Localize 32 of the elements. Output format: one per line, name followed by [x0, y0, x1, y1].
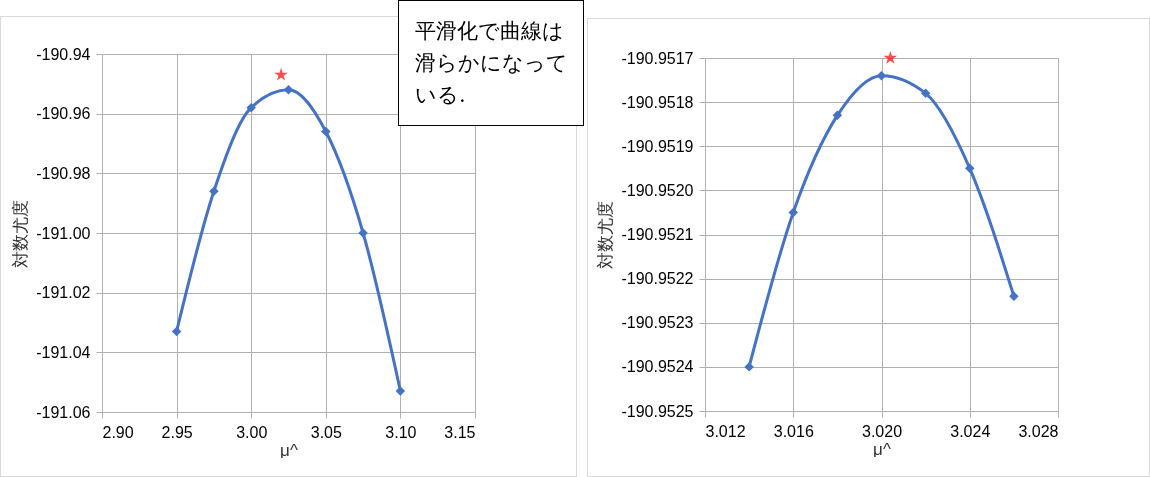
y-tick-label: -190.94	[36, 45, 91, 63]
y-tick-label: -190.9521	[621, 226, 694, 243]
x-tick-label: 3.012	[705, 422, 746, 440]
y-axis-title: 対数尤度	[596, 201, 616, 269]
x-tick-label: 3.15	[444, 423, 476, 441]
x-tick-label: 3.028	[1018, 422, 1059, 440]
y-tick-label: -190.9517	[621, 49, 694, 67]
y-axis-title: 対数尤度	[11, 199, 31, 268]
y-tick-label: -190.98	[36, 164, 91, 182]
x-axis-title: μ^	[873, 439, 891, 459]
x-tick-label: 3.05	[310, 423, 342, 441]
x-tick-label: 3.016	[773, 422, 814, 440]
y-tick-label: -190.9518	[621, 93, 694, 111]
x-tick-label: 3.00	[236, 423, 268, 441]
y-tick-label: -190.9520	[621, 181, 694, 199]
y-tick-label: -190.96	[36, 105, 91, 123]
annotation: 平滑化で曲線は滑らかになっている.	[398, 0, 584, 126]
x-tick-label: 3.020	[861, 422, 903, 440]
x-tick-label: 3.10	[385, 423, 417, 441]
y-tick-label: -191.00	[36, 224, 91, 242]
y-tick-label: -191.04	[36, 343, 91, 361]
y-tick-label: -190.9522	[621, 270, 694, 288]
y-tick-label: -191.02	[36, 284, 91, 302]
x-tick-label: 2.90	[102, 423, 134, 441]
x-tick-label: 3.024	[950, 422, 991, 440]
y-tick-label: -190.9523	[621, 314, 694, 332]
y-tick-label: -190.9519	[621, 137, 694, 155]
x-tick-label: 2.95	[161, 423, 193, 441]
y-tick-label: -190.9524	[621, 358, 694, 376]
x-axis-title: μ^	[280, 440, 298, 460]
y-tick-label: -191.06	[36, 403, 91, 421]
y-tick-label: -190.9525	[621, 402, 694, 420]
